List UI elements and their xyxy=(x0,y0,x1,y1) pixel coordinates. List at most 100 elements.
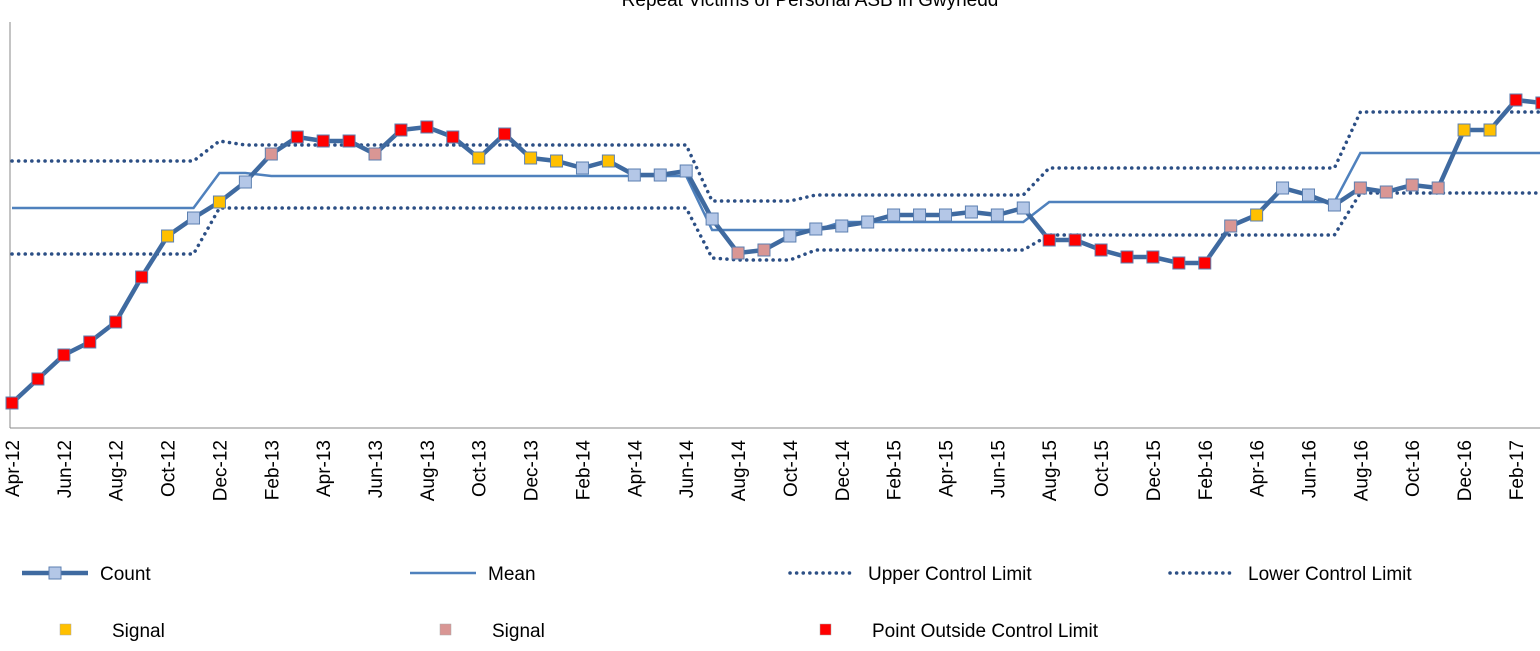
point-marker xyxy=(1431,181,1445,195)
x-tick-label: Dec-16 xyxy=(1455,440,1476,501)
legend-label: Signal xyxy=(112,621,165,642)
x-tick-label: Dec-12 xyxy=(210,440,231,501)
point-marker xyxy=(1302,188,1315,202)
point-marker xyxy=(783,229,797,243)
point-marker xyxy=(1535,96,1540,110)
point-marker xyxy=(238,175,252,189)
x-tick-label: Dec-15 xyxy=(1144,440,1165,501)
point-marker xyxy=(446,130,460,144)
x-tick-label: Dec-13 xyxy=(522,440,543,501)
point-marker xyxy=(887,208,901,222)
point-marker xyxy=(109,315,123,329)
point-marker xyxy=(420,120,434,134)
point-marker xyxy=(368,147,382,161)
legend-marker xyxy=(819,623,832,636)
x-tick-label: Apr-13 xyxy=(314,440,335,497)
point-marker xyxy=(1509,93,1523,107)
x-tick-label: Aug-12 xyxy=(107,440,128,501)
x-tick-label: Jun-12 xyxy=(55,440,76,498)
legend-label: Count xyxy=(100,564,151,585)
x-tick-label: Oct-13 xyxy=(470,440,491,497)
x-tick-label: Dec-14 xyxy=(833,440,854,502)
point-marker xyxy=(1016,201,1030,215)
legend-label: Lower Control Limit xyxy=(1248,564,1412,585)
point-marker xyxy=(1224,219,1238,233)
point-marker xyxy=(1198,256,1212,270)
series-line xyxy=(12,151,1540,232)
x-tick-label: Jun-15 xyxy=(988,440,1009,498)
x-tick-label: Feb-15 xyxy=(885,440,906,500)
x-tick-label: Aug-13 xyxy=(418,440,439,501)
point-marker xyxy=(1042,233,1056,247)
point-marker xyxy=(187,211,201,225)
x-tick-label: Apr-14 xyxy=(625,440,646,497)
point-marker xyxy=(679,164,693,178)
x-tick-label: Aug-16 xyxy=(1351,440,1372,501)
point-marker xyxy=(938,208,952,222)
point-marker xyxy=(5,396,19,410)
x-tick-label: Oct-14 xyxy=(781,440,802,497)
point-marker xyxy=(601,154,615,168)
point-marker xyxy=(1353,181,1367,195)
x-tick-label: Apr-12 xyxy=(3,440,24,497)
point-marker xyxy=(1146,250,1160,264)
point-marker xyxy=(1172,256,1186,270)
point-marker xyxy=(57,348,71,362)
legend-label: Mean xyxy=(488,564,536,585)
point-marker xyxy=(1379,185,1393,199)
point-marker xyxy=(472,151,486,165)
point-marker xyxy=(342,134,356,148)
x-tick-label: Oct-15 xyxy=(1092,440,1113,497)
point-marker xyxy=(1483,123,1497,137)
point-marker xyxy=(1068,233,1082,247)
x-tick-label: Feb-14 xyxy=(573,440,594,501)
legend-marker xyxy=(439,623,452,636)
x-tick-label: Feb-17 xyxy=(1507,440,1528,500)
point-marker xyxy=(264,147,278,161)
point-marker xyxy=(1405,178,1419,192)
point-marker xyxy=(1094,243,1108,257)
point-marker xyxy=(861,215,875,229)
point-marker xyxy=(135,270,149,284)
x-tick-label: Jun-14 xyxy=(677,440,698,499)
point-marker xyxy=(290,130,304,144)
point-marker xyxy=(1327,198,1341,212)
point-marker xyxy=(394,123,408,137)
point-marker xyxy=(705,212,719,226)
x-tick-label: Feb-16 xyxy=(1196,440,1217,500)
legend-label: Upper Control Limit xyxy=(868,564,1032,585)
legend-label: Signal xyxy=(492,621,545,642)
series-line xyxy=(10,191,1540,262)
legend-label: Point Outside Control Limit xyxy=(872,621,1099,642)
point-marker xyxy=(1250,208,1264,222)
legend-marker xyxy=(59,623,72,636)
x-tick-label: Jun-16 xyxy=(1300,440,1321,498)
x-tick-label: Oct-16 xyxy=(1403,440,1424,497)
x-tick-label: Aug-15 xyxy=(1040,440,1061,501)
x-tick-label: Oct-12 xyxy=(159,440,180,497)
point-marker xyxy=(731,246,745,260)
point-marker xyxy=(498,127,512,141)
point-marker xyxy=(1457,123,1471,137)
point-marker xyxy=(83,335,97,349)
point-marker xyxy=(653,168,667,182)
point-marker xyxy=(212,195,226,209)
point-marker xyxy=(1276,181,1290,195)
x-tick-label: Apr-15 xyxy=(936,440,957,497)
point-marker xyxy=(990,208,1004,222)
point-marker xyxy=(161,229,175,243)
point-marker xyxy=(757,243,771,257)
point-marker xyxy=(913,208,927,222)
x-tick-label: Jun-13 xyxy=(366,440,387,498)
point-marker xyxy=(524,151,538,165)
x-tick-label: Feb-13 xyxy=(262,440,283,500)
chart-title: Repeat Victims of Personal ASB in Gwyned… xyxy=(622,0,999,11)
x-tick-label: Aug-14 xyxy=(729,440,750,502)
point-marker xyxy=(575,161,589,175)
point-marker xyxy=(1120,250,1134,264)
point-marker xyxy=(964,205,978,219)
point-marker xyxy=(627,168,641,182)
x-tick-label: Apr-16 xyxy=(1248,440,1269,497)
point-marker xyxy=(835,219,849,233)
